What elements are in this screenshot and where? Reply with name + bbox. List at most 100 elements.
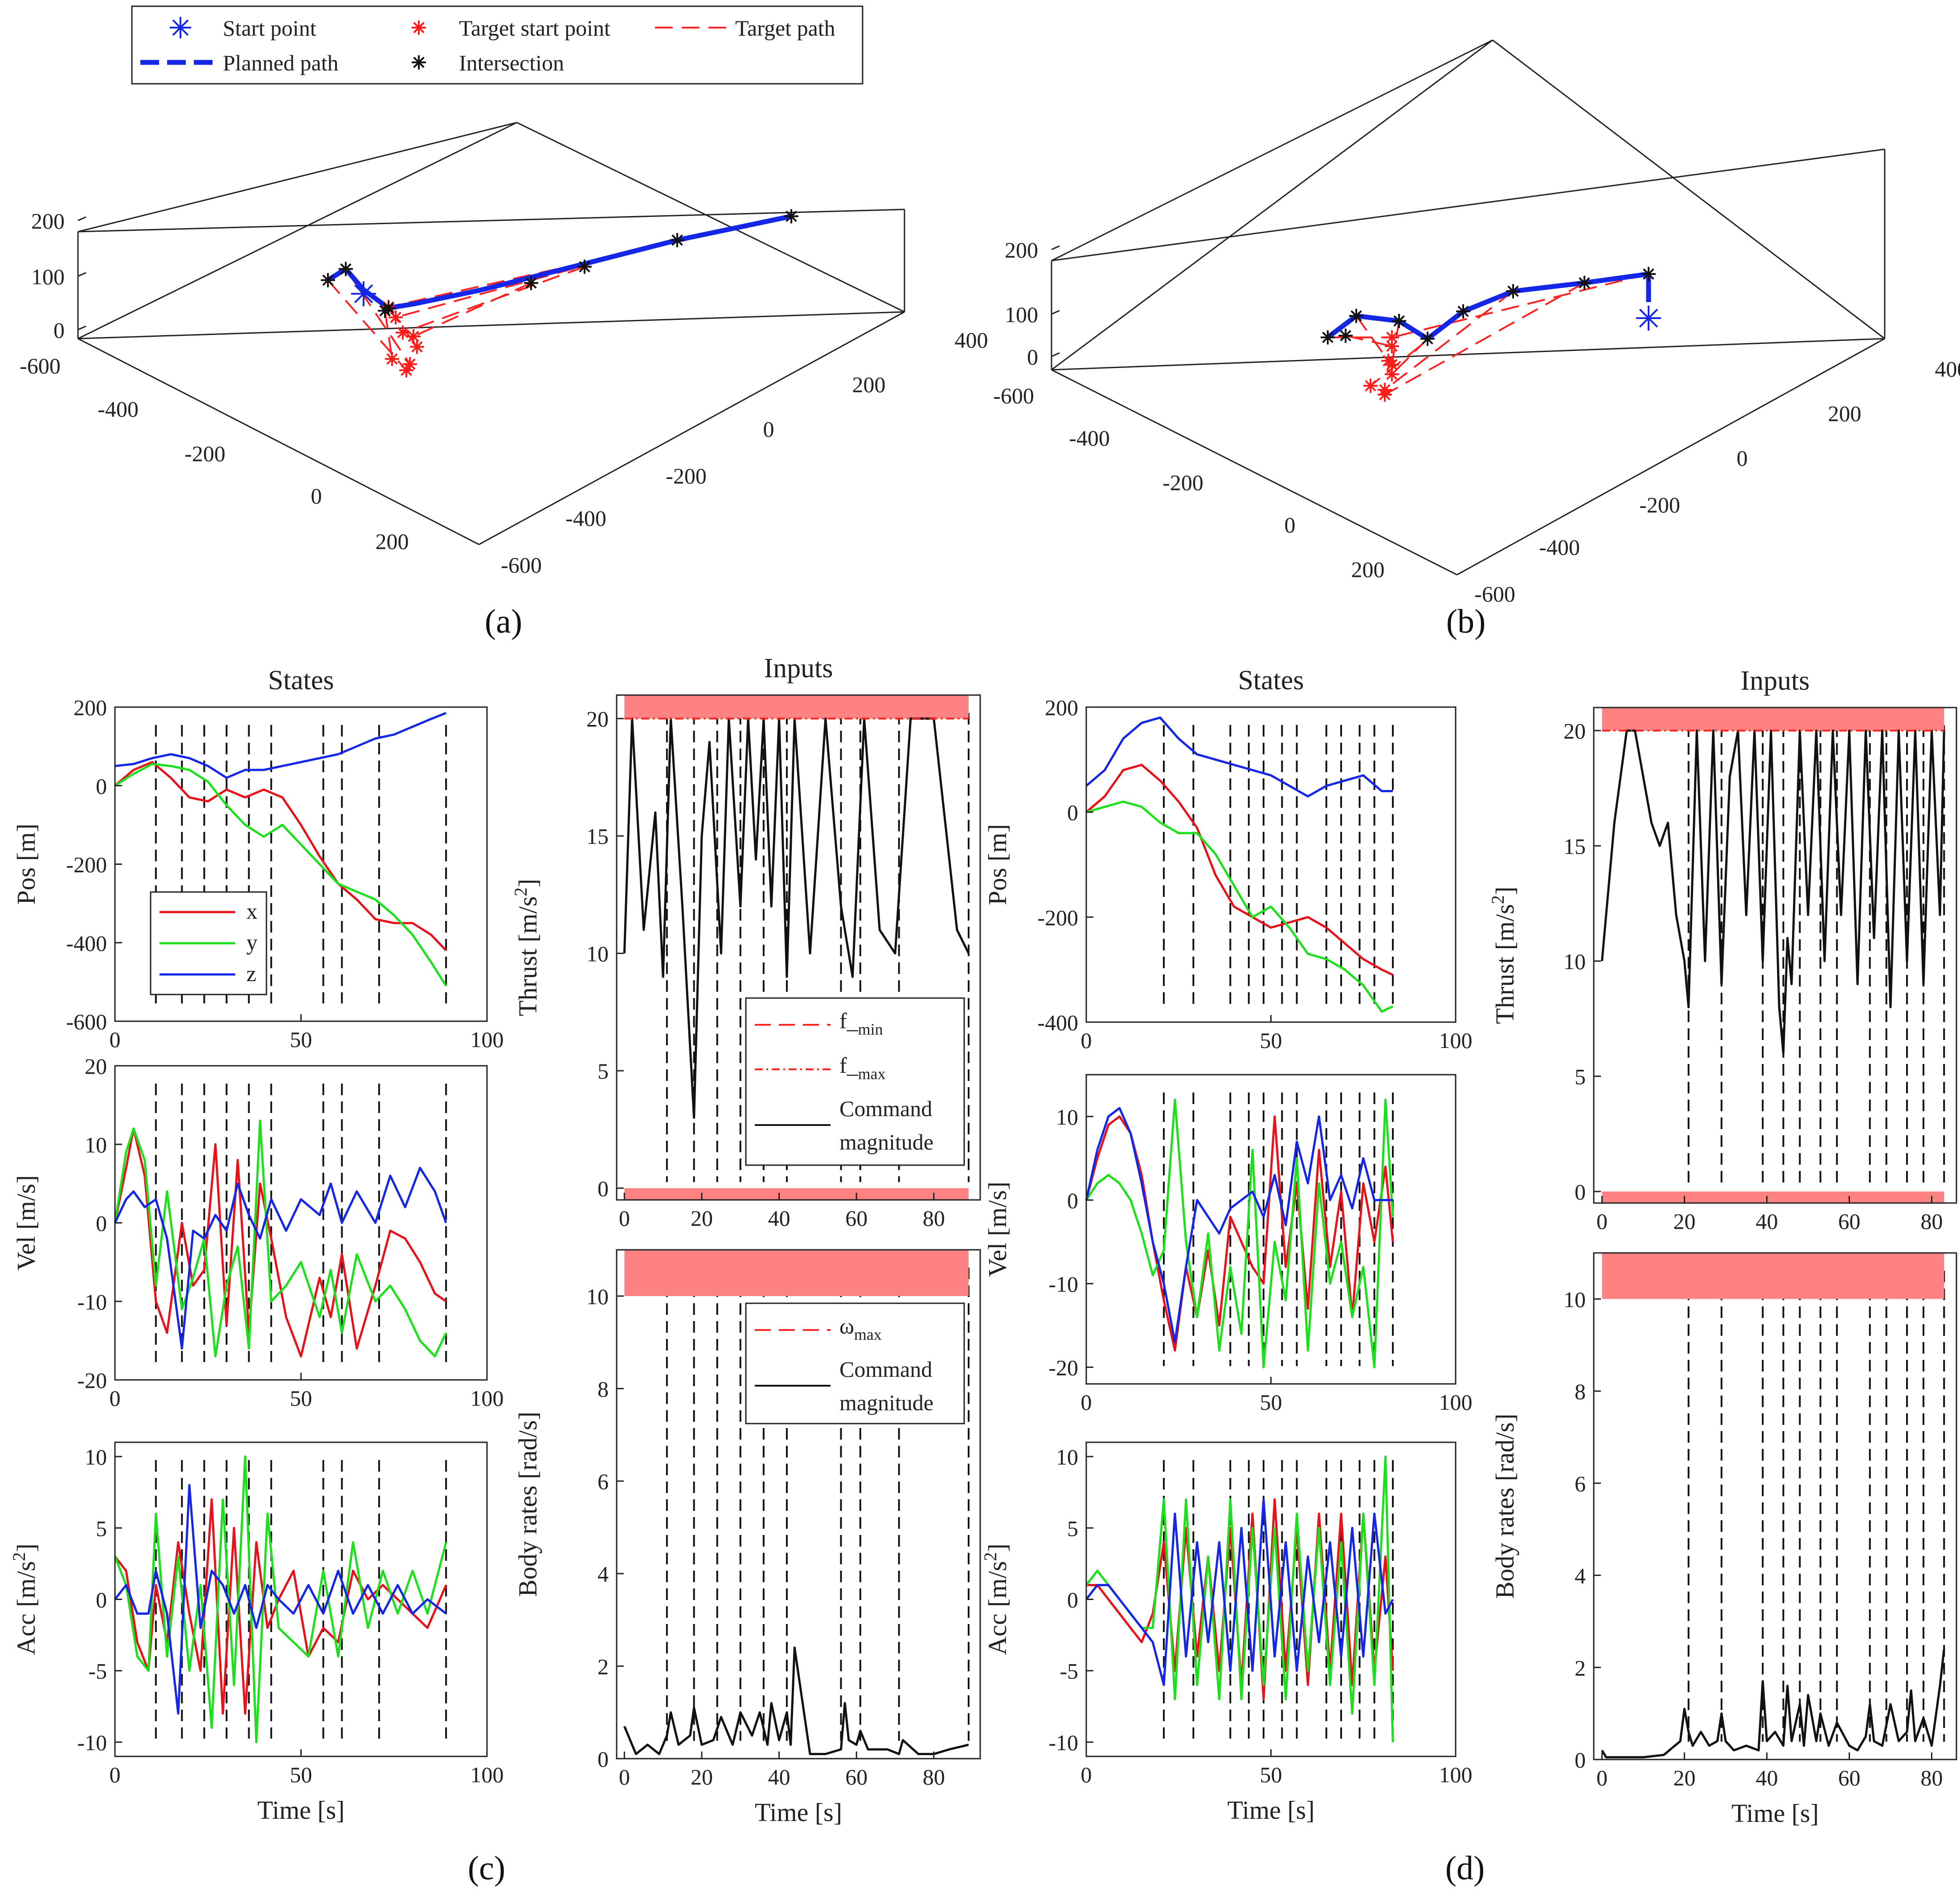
chart-d-rates-axes-ytick-label: 2 — [1575, 1655, 1586, 1680]
chart-c-legend-rates-command-label-1: Command — [839, 1357, 932, 1382]
chart-c-legend-command-label-1: Command — [839, 1096, 932, 1121]
chart-c-thrust-axes-ytick-label: 5 — [597, 1059, 609, 1084]
chart-c-vel-axes-series-y — [115, 1121, 446, 1356]
chart-a-z-tick — [78, 326, 86, 330]
chart-d-thrust-axes-ytick-label: 0 — [1575, 1179, 1586, 1204]
chart-d-thrust-axes-series-command — [1602, 731, 1944, 1053]
chart-a-floor-back-right-edge — [517, 123, 904, 312]
chart-c-pos-axes-ytick-label: -600 — [66, 1009, 107, 1034]
chart-d-pos-axes-series-y — [1086, 802, 1393, 1011]
chart-c-pos-axes-ylabel: Pos [m] — [12, 823, 41, 904]
chart-c-thrust-axes-ylabel: Thrust [m/s2] — [511, 879, 542, 1016]
chart-a-x-tick-label: -200 — [184, 441, 225, 466]
chart-c-thrust-legend: f_minf_maxCommandmagnitude — [746, 998, 964, 1165]
chart-d-thrust-axes-ytick-label: 20 — [1563, 719, 1586, 744]
chart-a-intersection-marker — [784, 209, 798, 223]
chart-c-rates-axes-ytick-label: 4 — [597, 1562, 609, 1587]
chart-d-rates-axes-ytick-label: 0 — [1575, 1747, 1586, 1772]
legend-start-point-label: Start point — [223, 16, 316, 41]
chart-b-y-tick-label: 400 — [1935, 356, 1960, 381]
chart-d-pos-axes-xtick-label: 50 — [1260, 1028, 1282, 1053]
chart-c-thrust-axes-ytick-label: 20 — [586, 707, 609, 732]
chart-b-z-tick-label: 200 — [1005, 237, 1038, 262]
chart-d-thrust-axes-limit-band — [1602, 1191, 1944, 1203]
chart-c-thrust-axes-title: Inputs — [764, 653, 833, 683]
chart-d-pos-axes-ytick-label: -400 — [1037, 1010, 1078, 1035]
chart-a-x-tick-label: -600 — [20, 353, 61, 378]
chart-c-vel-axes-series-z — [115, 1168, 446, 1348]
chart-c-vel-axes-ytick-label: 10 — [85, 1132, 107, 1157]
chart-c-vel-axes-ytick-label: -10 — [77, 1289, 107, 1314]
chart-d-vel-axes-ytick-label: 0 — [1067, 1188, 1078, 1213]
chart-b-floor-back-edge — [1052, 339, 1885, 370]
chart-a-intersection-marker — [577, 260, 592, 274]
chart-d-thrust-axes-xtick-label: 40 — [1756, 1209, 1778, 1234]
chart-b-floor-right-edge — [1457, 339, 1885, 575]
chart-a-target-start-point — [385, 352, 399, 366]
chart-d-rates-axes-ytick-label: 4 — [1575, 1563, 1586, 1588]
chart-b-target-path — [1385, 291, 1513, 390]
chart-c-thrust-axes-ytick-label: 10 — [586, 941, 609, 966]
chart-d-rates-axes-xlabel: Time [s] — [1731, 1799, 1819, 1828]
chart-d-rates-axes-limit-band — [1602, 1253, 1944, 1299]
chart-a-intersection-marker — [339, 262, 353, 276]
chart-c-legend-command-label-2: magnitude — [839, 1130, 933, 1154]
chart-b-x-tick-label: -200 — [1162, 470, 1203, 495]
chart-c-rates-axes-ytick-label: 2 — [597, 1654, 609, 1679]
chart-c-vel-axes-ytick-label: 20 — [85, 1054, 107, 1079]
chart-c-thrust-axes-xtick-label: 80 — [923, 1206, 945, 1231]
chart-d-thrust-axes-ytick-label: 10 — [1563, 949, 1586, 974]
chart-b-intersection-marker — [1321, 330, 1335, 344]
chart-c-rates-axes-xtick-label: 20 — [691, 1764, 713, 1789]
figure: 2001000-600-400-20002004002000-200-400-6… — [0, 0, 1960, 1903]
legend-planned-path-label: Planned path — [223, 50, 339, 75]
chart-b-x-tick-label: -600 — [993, 383, 1034, 408]
chart-c-vel-axes-series-x — [115, 1129, 446, 1356]
chart-d-thrust-axes-frame — [1594, 708, 1956, 1203]
chart-b-x-tick-label: -400 — [1069, 426, 1110, 450]
chart-b-caption: (b) — [1446, 603, 1486, 640]
chart-c-rates-axes-ytick-label: 6 — [597, 1469, 609, 1494]
legend-target-start-point-label: Target start point — [459, 16, 610, 41]
chart-d-rates-axes-xtick-label: 80 — [1921, 1765, 1943, 1790]
chart-a-top-left-edge — [78, 123, 517, 232]
chart-b-floor-back-left-edge — [1052, 40, 1493, 370]
chart-c-thrust-axes-limit-band — [624, 695, 969, 719]
chart-d-rates-axes-ylabel: Body rates [rad/s] — [1490, 1414, 1519, 1599]
chart-c-rates-axes-ylabel: Body rates [rad/s] — [513, 1412, 542, 1597]
chart-a-intersection-marker — [321, 273, 335, 287]
chart-d-thrust-axes-ytick-label: 15 — [1563, 834, 1586, 859]
chart-c-rates-axes-xtick-label: 40 — [768, 1764, 790, 1789]
chart-d-thrust-axes: 201510500 20 40 60 80Thrust [m/s2]Inputs — [1488, 666, 1956, 1234]
chart-a-y-tick-label: 400 — [955, 327, 988, 352]
chart-c-vel-axes-xtick-label: 100 — [471, 1386, 504, 1411]
chart-b-y-tick-label: -200 — [1639, 492, 1680, 517]
legend-start-point-icon — [170, 17, 191, 38]
chart-c-pos-axes-ytick-label: 0 — [96, 773, 107, 798]
chart-a-y-tick-label: 0 — [763, 417, 774, 442]
chart-d-vel-axes-ytick-label: 10 — [1056, 1105, 1078, 1130]
chart-c-thrust-axes-xtick-label: 20 — [691, 1206, 713, 1231]
chart-d-rates-axes-ytick-label: 6 — [1575, 1471, 1586, 1496]
chart-a-floor-left-edge — [78, 339, 479, 544]
chart-c-legend-rates-command-label-2: magnitude — [839, 1390, 933, 1415]
chart-b-target-start-point — [1378, 388, 1392, 402]
chart-d-rates-axes-xtick-label: 60 — [1838, 1765, 1861, 1790]
chart-a-intersection-marker — [524, 276, 538, 290]
chart-b-planned-path — [1328, 274, 1649, 339]
chart-b-y-tick-label: -400 — [1539, 535, 1580, 560]
chart-d-thrust-axes-xtick-label: 20 — [1674, 1209, 1696, 1234]
chart-c-acc-axes-ytick-label: -10 — [77, 1730, 107, 1755]
chart-d-pos-axes-ytick-label: 0 — [1067, 800, 1078, 825]
chart-a-y-tick-label: 200 — [852, 372, 886, 397]
chart-a-intersection-marker — [670, 233, 684, 247]
chart-d-rates-axes-xtick-label: 20 — [1674, 1765, 1696, 1790]
chart-c-acc-axes-ytick-label: -5 — [88, 1659, 107, 1684]
chart-a-floor-back-edge — [78, 312, 904, 339]
chart-c-vel-axes-xtick-label: 0 — [110, 1386, 121, 1411]
chart-c-thrust-axes-ytick-label: 15 — [586, 824, 609, 849]
chart-d-pos-axes-xtick-label: 100 — [1439, 1028, 1473, 1053]
chart-c-rates-axes-xtick-label: 80 — [923, 1764, 945, 1789]
chart-b-z-tick — [1052, 353, 1060, 356]
